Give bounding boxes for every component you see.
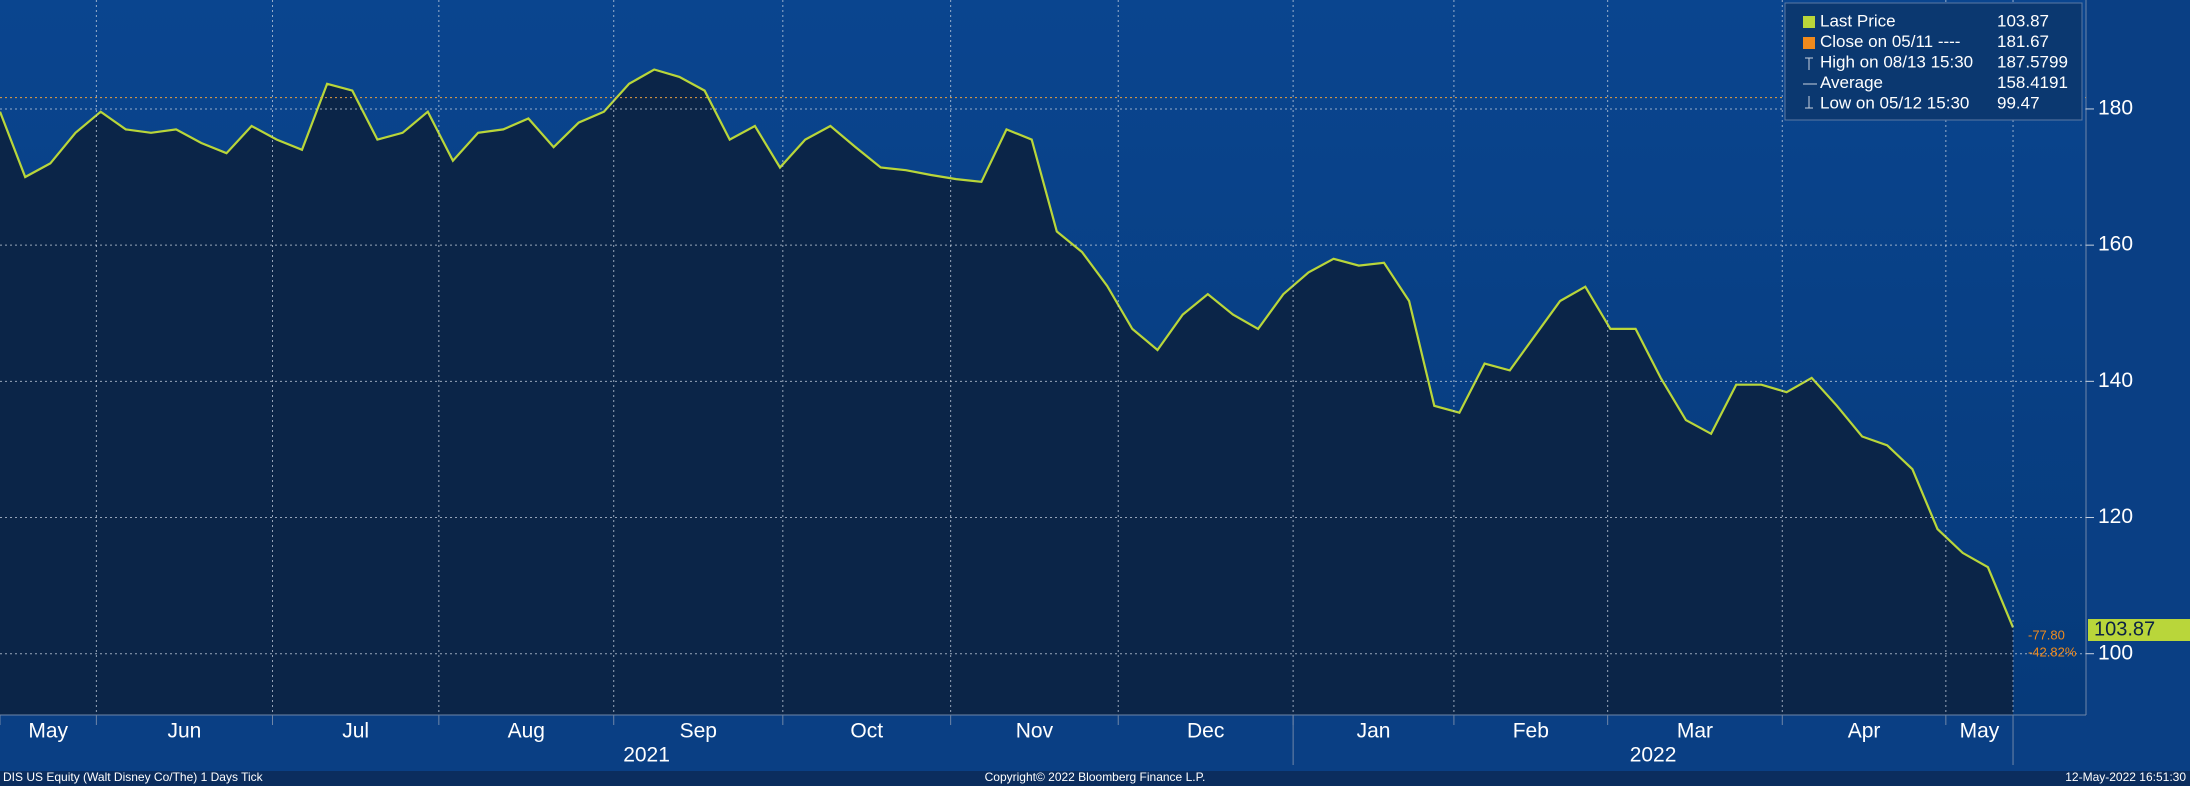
change-label: -77.80 bbox=[2028, 627, 2065, 642]
x-tick-label: Sep bbox=[680, 720, 717, 743]
legend-label: Average bbox=[1820, 73, 1883, 92]
legend bbox=[1784, 2, 2083, 121]
x-tick-label: Dec bbox=[1187, 720, 1224, 743]
legend-label: Low on 05/12 15:30 bbox=[1820, 93, 1969, 112]
change-pct-label: -42.82% bbox=[2028, 644, 2077, 659]
legend-swatch bbox=[1803, 37, 1815, 49]
x-axis-area bbox=[0, 715, 2190, 771]
x-tick-label: Oct bbox=[850, 720, 883, 743]
legend-value: 158.4191 bbox=[1997, 73, 2068, 92]
y-tick-label: 160 bbox=[2098, 233, 2133, 256]
legend-label: Last Price bbox=[1820, 11, 1896, 30]
price-line bbox=[0, 68, 2015, 628]
x-tick-label: Jul bbox=[342, 720, 369, 743]
x-tick-label: Aug bbox=[508, 720, 545, 743]
last-price-badge bbox=[2088, 619, 2190, 641]
y-tick-label: 100 bbox=[2098, 641, 2133, 664]
y-tick-label: 180 bbox=[2098, 96, 2133, 119]
legend-icon bbox=[1805, 57, 1813, 70]
legend-label: High on 08/13 15:30 bbox=[1820, 52, 1973, 71]
x-tick-label: Jun bbox=[168, 720, 202, 743]
legend-swatch bbox=[1803, 16, 1815, 28]
x-tick-label: Jan bbox=[1357, 720, 1391, 743]
x-tick-label: May bbox=[28, 720, 68, 743]
year-label: 2022 bbox=[1630, 744, 1677, 767]
y-tick-label: 120 bbox=[2098, 505, 2133, 528]
x-tick-label: Mar bbox=[1677, 720, 1713, 743]
y-tick-label: 140 bbox=[2098, 369, 2133, 392]
axis-area bbox=[2086, 0, 2190, 715]
legend-value: 181.67 bbox=[1997, 32, 2049, 51]
layer bbox=[0, 0, 2086, 715]
legend-label: Close on 05/11 ---- bbox=[1820, 32, 1960, 51]
footer bbox=[0, 771, 2190, 786]
legend-box bbox=[1784, 2, 2083, 121]
footer-center: Copyright© 2022 Bloomberg Finance L.P. bbox=[985, 770, 1206, 784]
x-tick-label: Apr bbox=[1848, 720, 1881, 743]
x-tick-label: May bbox=[1960, 720, 2000, 743]
x-tick-label: Feb bbox=[1513, 720, 1549, 743]
last-price-label: 103.87 bbox=[2094, 618, 2155, 640]
legend-value: 103.87 bbox=[1997, 11, 2049, 30]
legend-value: 99.47 bbox=[1997, 93, 2040, 112]
footer-left: DIS US Equity (Walt Disney Co/The) 1 Day… bbox=[3, 770, 264, 784]
legend-icon bbox=[1805, 96, 1813, 109]
year-label: 2021 bbox=[623, 744, 670, 767]
area bbox=[0, 69, 2014, 715]
footer-right: 12-May-2022 16:51:30 bbox=[2065, 770, 2186, 784]
legend-value: 187.5799 bbox=[1997, 52, 2068, 71]
x-tick-label: Nov bbox=[1016, 720, 1054, 743]
